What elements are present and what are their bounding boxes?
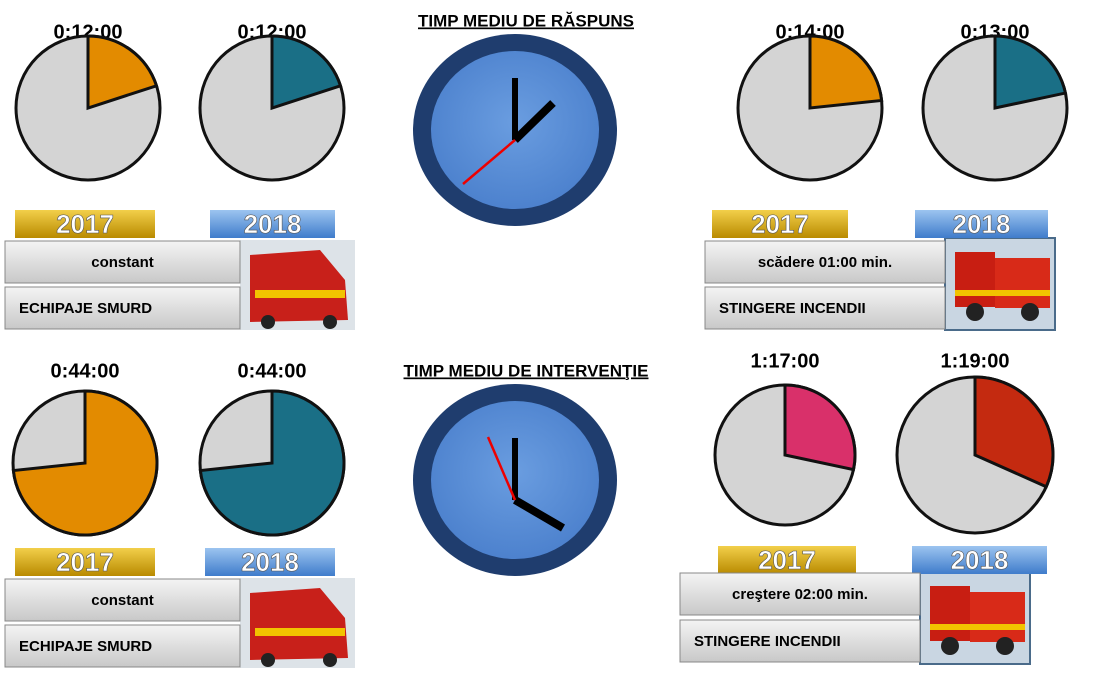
name-text: STINGERE INCENDII [694, 633, 841, 650]
firetruck-photo [944, 237, 1056, 331]
pie-slice [783, 383, 857, 472]
pie-slice [270, 34, 343, 111]
name-box [679, 619, 921, 663]
ambulance-photo [240, 578, 355, 668]
pie-slice [11, 389, 159, 537]
name-text: ECHIPAJE SMURD [19, 300, 152, 317]
status-box [4, 578, 241, 622]
status-text: creştere 02:00 min. [732, 586, 868, 603]
firetruck-photo [919, 571, 1031, 665]
pie-slice [198, 389, 346, 537]
year-label: 2018 [953, 209, 1011, 239]
status-text: constant [91, 254, 154, 271]
ambulance-photo [240, 240, 355, 330]
status-box [704, 240, 946, 284]
year-label: 2018 [244, 209, 302, 239]
year-label: 2018 [951, 545, 1009, 575]
year-label: 2017 [751, 209, 809, 239]
year-label: 2018 [241, 547, 299, 577]
status-box [679, 572, 921, 616]
name-box [4, 286, 241, 330]
name-text: STINGERE INCENDII [719, 300, 866, 317]
status-box [4, 240, 241, 284]
section-title: TIMP MEDIU DE INTERVENŢIE [404, 361, 649, 380]
name-text: ECHIPAJE SMURD [19, 638, 152, 655]
year-label: 2017 [758, 545, 816, 575]
year-badge [712, 210, 848, 238]
section-title: TIMP MEDIU DE RĂSPUNS [418, 11, 634, 30]
name-box [4, 624, 241, 668]
pie-label: 1:17:00 [751, 350, 820, 372]
year-label: 2017 [56, 547, 114, 577]
name-box [704, 286, 946, 330]
clock [413, 384, 617, 576]
year-badge [15, 548, 155, 576]
pie-slice [973, 375, 1055, 489]
year-badge [210, 210, 335, 238]
pie-label: 0:44:00 [51, 360, 120, 382]
status-text: scădere 01:00 min. [758, 254, 892, 271]
status-text: constant [91, 592, 154, 609]
pie-slice [86, 34, 159, 111]
pie-label: 1:19:00 [941, 350, 1010, 372]
year-badge [912, 546, 1047, 574]
year-badge [718, 546, 856, 574]
pie-slice [993, 34, 1068, 110]
pie-label: 0:44:00 [238, 360, 307, 382]
pie-slice [808, 34, 884, 110]
year-badge [915, 210, 1048, 238]
year-label: 2017 [56, 209, 114, 239]
year-badge [15, 210, 155, 238]
year-badge [205, 548, 335, 576]
clock [413, 34, 617, 226]
